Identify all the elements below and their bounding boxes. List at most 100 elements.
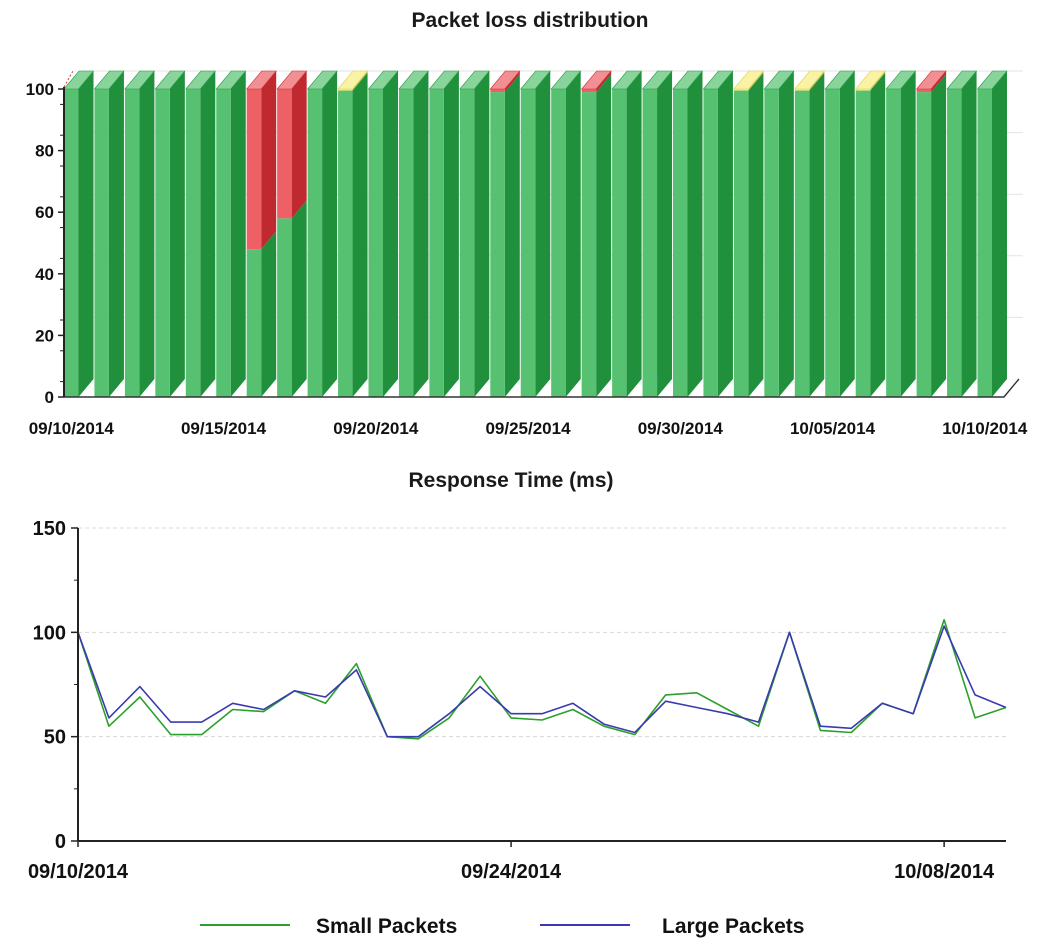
bar-side	[717, 71, 733, 397]
bar-top	[763, 70, 795, 90]
bar-segment	[612, 71, 642, 397]
bar-segment	[94, 71, 124, 397]
bar-side	[596, 74, 612, 397]
bar-top	[337, 70, 369, 90]
bar-side	[931, 74, 947, 397]
x-tick-label: 09/10/2014	[28, 861, 129, 883]
x-tick-label: 09/24/2014	[461, 861, 562, 883]
bar-front	[612, 89, 627, 397]
bar-segment	[155, 71, 185, 397]
bar-front	[642, 89, 658, 397]
bar-segment	[185, 71, 216, 397]
y-tick-label: 50	[44, 727, 66, 749]
bar-front	[246, 89, 262, 250]
bar-segment	[642, 71, 673, 397]
bar-side	[352, 72, 368, 397]
bar-segment	[459, 71, 490, 397]
bar-front	[459, 89, 475, 397]
legend-label-small-packets: Small Packets	[316, 915, 457, 938]
bar-top	[641, 70, 673, 90]
y-tick-label: 0	[55, 831, 66, 853]
bar-side	[839, 71, 855, 397]
bar-front	[703, 89, 718, 397]
bar-front	[551, 89, 566, 397]
x-tick-label: 10/10/2014	[942, 419, 1028, 438]
bar-side	[108, 71, 124, 397]
x-tick-label: 10/08/2014	[894, 861, 995, 883]
bar-segment	[764, 71, 794, 397]
bar-side	[474, 71, 490, 397]
bar-top	[976, 70, 1008, 90]
bar-top	[946, 70, 978, 90]
bar-side	[596, 71, 612, 93]
x-tick-label: 09/15/2014	[181, 419, 267, 438]
bar-front	[185, 89, 201, 397]
bar-side	[383, 71, 398, 397]
x-tick-label: 09/20/2014	[333, 419, 419, 438]
y-tick-label: 60	[35, 203, 54, 222]
x-tick-label: 10/05/2014	[790, 419, 876, 438]
bar-side	[748, 72, 764, 397]
y-tick-label: 150	[33, 518, 66, 540]
bar-top	[215, 70, 247, 90]
bar-segment	[368, 71, 398, 397]
bar-front	[794, 90, 810, 397]
bar-side	[78, 71, 94, 397]
series-line-small-packets	[77, 619, 1007, 740]
bar-front	[886, 89, 901, 397]
bar-top	[154, 70, 186, 90]
bar-side	[169, 71, 185, 397]
bar-top	[276, 70, 308, 90]
bar-segment	[794, 72, 825, 397]
bar-top	[185, 70, 216, 90]
bar-segment	[581, 74, 612, 397]
bar-segment	[64, 71, 94, 397]
bar-top	[520, 70, 551, 90]
bar-top	[794, 70, 825, 90]
bar-segment	[277, 200, 307, 397]
bar-segment	[673, 71, 703, 397]
bar-top	[915, 70, 947, 90]
packet-loss-chart: Packet loss distribution 0 20 40 60 80 100 09/…	[26, 9, 1028, 438]
bar-front	[520, 89, 536, 397]
bar-front	[581, 89, 597, 93]
bar-front	[977, 89, 992, 397]
bar-segment	[703, 71, 733, 397]
bar-side	[657, 71, 673, 397]
bar-side	[504, 71, 520, 93]
bar-segment	[855, 72, 886, 397]
bar-top	[367, 70, 399, 90]
response-time-chart: Response Time (ms) 0 50 100 150 09/10/2014 09…	[28, 470, 1007, 938]
bar-top	[428, 70, 460, 90]
bar-segment	[124, 71, 155, 397]
bar-front	[429, 89, 444, 397]
bar-front	[490, 92, 505, 397]
bar-front	[916, 92, 932, 397]
bar-top	[855, 70, 886, 90]
bar-segment	[246, 231, 277, 397]
bar-front	[368, 89, 383, 397]
bar-segment	[825, 71, 855, 397]
bar-side	[900, 71, 916, 397]
bar-segment	[520, 71, 551, 397]
bar-top	[489, 70, 521, 90]
bar-front	[916, 89, 932, 93]
bar-front	[277, 218, 292, 397]
bar-top	[672, 70, 704, 90]
bar-segment	[886, 71, 916, 397]
bar-segment	[429, 71, 459, 397]
bar-side	[535, 71, 551, 397]
bar-side	[809, 72, 825, 397]
x-tick-label: 09/25/2014	[485, 419, 571, 438]
bar-top	[398, 70, 430, 90]
bar-top	[702, 70, 734, 90]
bar-front	[733, 89, 749, 91]
bar-front	[490, 89, 505, 93]
bar-front	[277, 89, 292, 219]
bar-front	[338, 90, 353, 397]
series-line-large-packets	[77, 625, 1007, 738]
bar-side	[261, 71, 277, 250]
y-tick-label: 40	[35, 265, 54, 284]
x-axis-line	[64, 378, 1020, 398]
bar-front	[124, 89, 140, 397]
